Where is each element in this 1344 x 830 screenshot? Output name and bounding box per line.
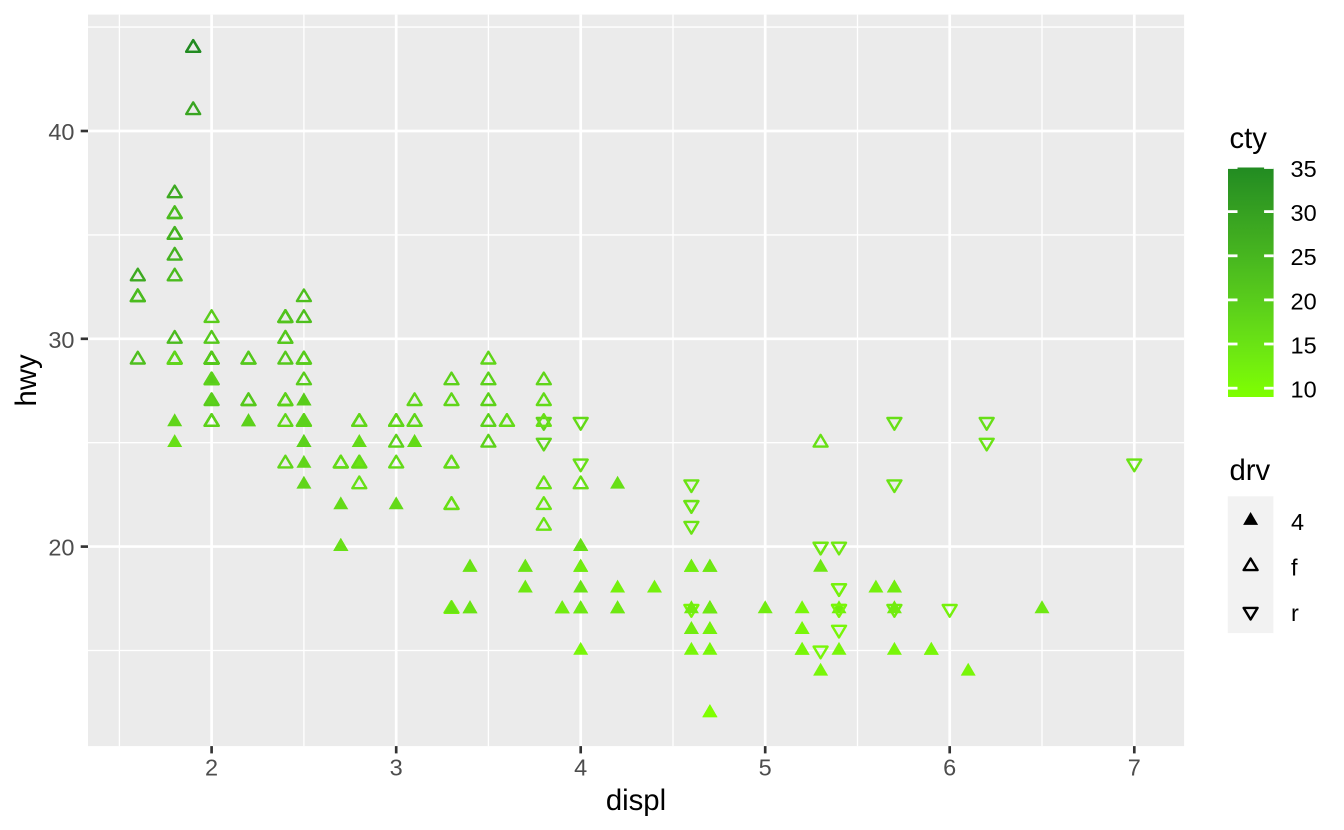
svg-text:30: 30 — [48, 327, 74, 353]
svg-text:3: 3 — [390, 755, 403, 781]
svg-text:10: 10 — [1291, 377, 1317, 403]
svg-text:cty: cty — [1230, 122, 1268, 155]
svg-text:4: 4 — [1291, 509, 1304, 535]
svg-text:drv: drv — [1230, 454, 1271, 487]
svg-text:20: 20 — [48, 535, 74, 561]
svg-text:30: 30 — [1291, 200, 1317, 226]
svg-text:35: 35 — [1291, 156, 1317, 182]
svg-text:4: 4 — [574, 755, 587, 781]
svg-text:20: 20 — [1291, 288, 1317, 314]
svg-text:5: 5 — [759, 755, 772, 781]
svg-text:7: 7 — [1128, 755, 1141, 781]
svg-text:15: 15 — [1291, 332, 1317, 358]
svg-text:6: 6 — [943, 755, 956, 781]
svg-text:displ: displ — [606, 784, 666, 817]
svg-text:25: 25 — [1291, 244, 1317, 270]
svg-text:hwy: hwy — [10, 354, 43, 406]
svg-text:40: 40 — [48, 119, 74, 145]
svg-text:r: r — [1291, 600, 1299, 626]
svg-text:2: 2 — [205, 755, 218, 781]
svg-text:f: f — [1291, 555, 1298, 581]
